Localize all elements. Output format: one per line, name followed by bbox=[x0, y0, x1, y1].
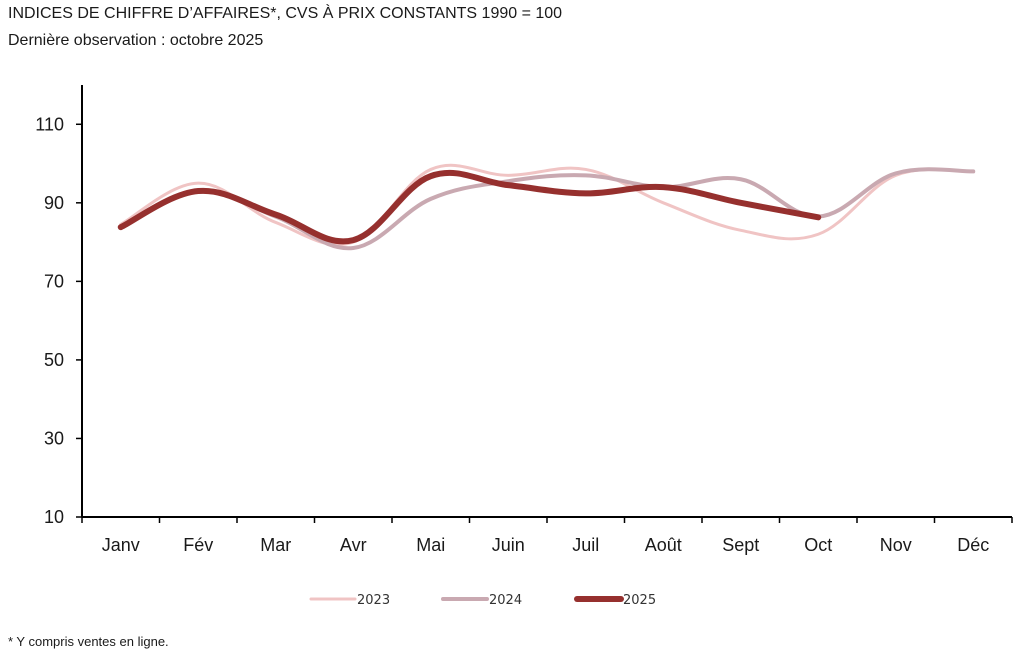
x-tick-label: Avr bbox=[340, 535, 367, 555]
x-tick-label: Sept bbox=[722, 535, 759, 555]
series-lines bbox=[117, 163, 976, 251]
x-tick-label: Fév bbox=[183, 535, 213, 555]
y-tick-label: 110 bbox=[35, 114, 64, 134]
x-tick-label: Mai bbox=[416, 535, 445, 555]
y-tick-label: 30 bbox=[44, 428, 64, 448]
x-tick-label: Août bbox=[645, 535, 682, 555]
chart-subtitle: Dernière observation : octobre 2025 bbox=[8, 32, 264, 49]
series-line-2023 bbox=[119, 163, 975, 247]
footnote: * Y compris ventes en ligne. bbox=[8, 634, 169, 649]
chart-title: INDICES DE CHIFFRE D’AFFAIRES*, CVS À PR… bbox=[8, 5, 563, 22]
x-tick-label: Juil bbox=[572, 535, 599, 555]
series-line-2025 bbox=[117, 169, 822, 245]
series-line-2024 bbox=[118, 167, 976, 251]
x-tick-label: Juin bbox=[492, 535, 525, 555]
y-tick-label: 50 bbox=[44, 350, 64, 370]
legend-label-2025: 2025 bbox=[623, 593, 656, 608]
legend-label-2024: 2024 bbox=[489, 593, 522, 608]
legend: 2023 2024 2025 bbox=[309, 593, 656, 608]
x-tick-label: Janv bbox=[102, 535, 140, 555]
x-tick-label: Déc bbox=[957, 535, 989, 555]
x-tick-label: Oct bbox=[804, 535, 832, 555]
y-tick-label: 90 bbox=[44, 193, 64, 213]
legend-label-2023: 2023 bbox=[357, 593, 390, 608]
axes: 10 30 50 70 90 110 Janv Fév Mar Avr Mai Juin Juil Aoû… bbox=[35, 85, 1013, 555]
y-tick-label: 70 bbox=[44, 271, 64, 291]
x-tick-label: Mar bbox=[260, 535, 291, 555]
x-tick-label: Nov bbox=[880, 535, 912, 555]
y-tick-label: 10 bbox=[44, 507, 64, 527]
